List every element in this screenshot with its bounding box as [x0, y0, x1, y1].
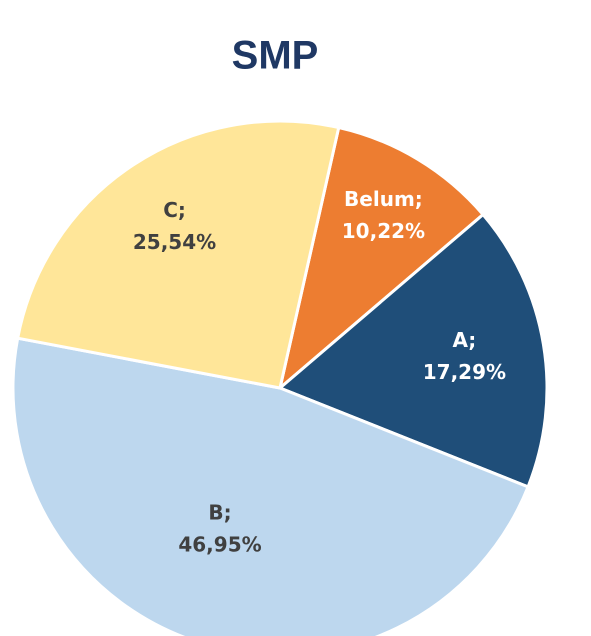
chart-title: SMP — [232, 34, 319, 78]
slice-value-label: 25,54% — [133, 230, 216, 254]
slice-category-label: C; — [163, 198, 186, 222]
pie-slice — [277, 125, 486, 393]
slice-value-label: 17,29% — [423, 360, 506, 384]
pie-slice — [277, 212, 549, 489]
slice-value-label: 46,95% — [178, 533, 261, 557]
slice-value-label: 10,22% — [342, 219, 425, 243]
slice-category-label: B; — [208, 501, 231, 525]
slice-category-label: Belum; — [344, 187, 423, 211]
pie-slice — [15, 119, 341, 390]
pie-slice — [11, 336, 530, 636]
slice-category-label: A; — [452, 328, 476, 352]
